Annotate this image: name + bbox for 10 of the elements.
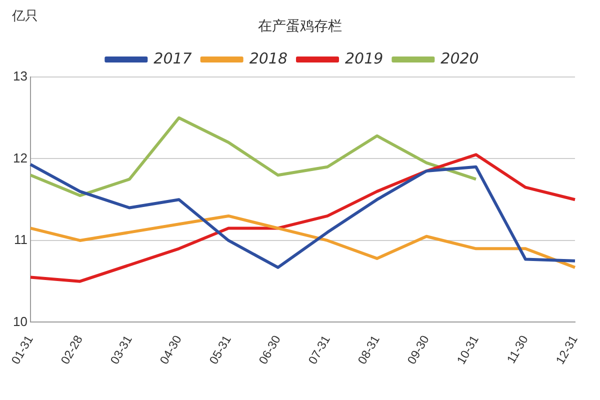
y-axis-title: 亿只 — [11, 8, 38, 24]
y-tick-label: 13 — [12, 68, 28, 84]
y-tick-label: 12 — [12, 150, 28, 166]
chart-title: 在产蛋鸡存栏 — [258, 18, 342, 35]
legend-label: 2020 — [440, 49, 479, 68]
y-tick-label: 10 — [12, 314, 28, 329]
legend-label: 2019 — [345, 49, 384, 68]
legend-label: 2018 — [249, 49, 288, 68]
y-tick-label: 11 — [14, 232, 28, 248]
legend-label: 2017 — [154, 49, 192, 68]
